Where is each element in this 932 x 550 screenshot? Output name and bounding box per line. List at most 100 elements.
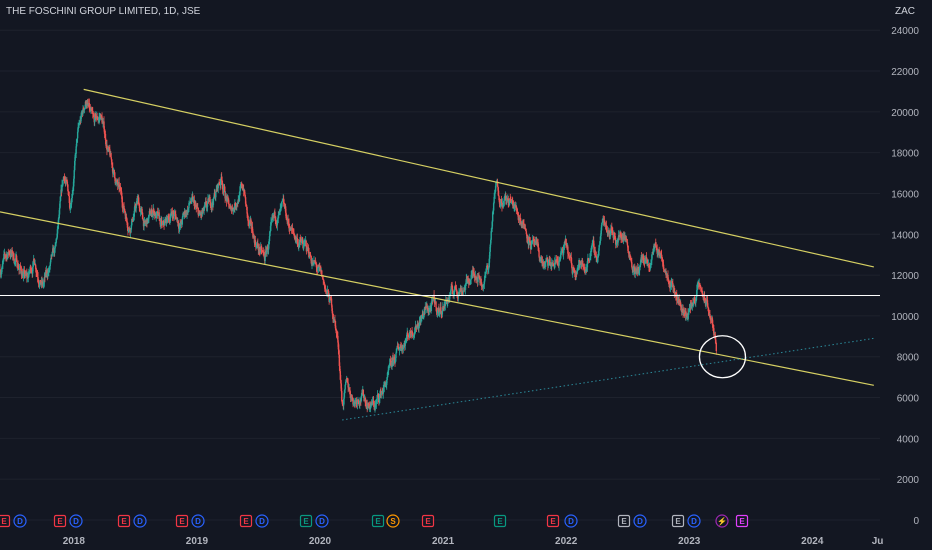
time-axis[interactable]: 2018 2019 2020 2021 2022 2023 2024 Ju bbox=[63, 536, 884, 547]
candle bbox=[4, 254, 7, 258]
candle bbox=[577, 266, 579, 270]
earnings-marker[interactable]: E bbox=[671, 514, 685, 528]
candle bbox=[293, 228, 295, 234]
dividend-marker[interactable]: D bbox=[633, 514, 647, 528]
dividend-marker[interactable]: D bbox=[315, 514, 329, 528]
candle bbox=[309, 251, 311, 257]
candle bbox=[571, 257, 573, 270]
upper-channel-line[interactable] bbox=[83, 88, 874, 268]
candle bbox=[487, 269, 489, 273]
candle bbox=[275, 220, 278, 228]
candle bbox=[228, 203, 231, 209]
candle bbox=[591, 244, 593, 252]
lower-channel-line[interactable] bbox=[0, 211, 874, 386]
candle bbox=[69, 198, 71, 211]
candle bbox=[91, 106, 93, 113]
candle bbox=[660, 249, 663, 262]
highlight-circle[interactable] bbox=[698, 335, 747, 379]
price-axis[interactable]: 2400022000200001800016000140001200010000… bbox=[891, 26, 919, 527]
candle bbox=[234, 199, 236, 213]
earnings-marker[interactable]: E bbox=[239, 514, 253, 528]
dividend-marker[interactable]: D bbox=[69, 514, 83, 528]
candle bbox=[503, 195, 506, 206]
candle bbox=[453, 290, 455, 300]
candle bbox=[462, 290, 465, 296]
drawings-layer bbox=[0, 88, 880, 421]
earnings-marker[interactable]: E bbox=[546, 514, 560, 528]
candle bbox=[588, 259, 591, 263]
earnings-marker[interactable]: E bbox=[617, 514, 631, 528]
dotted-trend-line[interactable] bbox=[342, 337, 874, 421]
earnings-marker[interactable]: E bbox=[299, 514, 313, 528]
earnings-marker-label: E bbox=[675, 517, 681, 526]
candle bbox=[634, 263, 636, 278]
earnings-marker-label: E bbox=[425, 517, 431, 526]
candle bbox=[287, 214, 289, 226]
candle bbox=[115, 178, 117, 187]
earnings-marker[interactable]: E bbox=[0, 514, 11, 528]
candle bbox=[67, 189, 70, 197]
chart-title: THE FOSCHINI GROUP LIMITED, 1D, JSE bbox=[6, 6, 201, 17]
candle bbox=[655, 238, 657, 247]
dividend-marker[interactable]: D bbox=[133, 514, 147, 528]
x-tick-label-4: 2022 bbox=[555, 536, 578, 547]
earnings-marker[interactable]: E bbox=[421, 514, 435, 528]
dividend-marker-label: D bbox=[137, 517, 143, 526]
candle bbox=[94, 116, 96, 127]
dividend-marker[interactable]: D bbox=[564, 514, 578, 528]
candle bbox=[358, 401, 360, 406]
earnings-marker[interactable]: E bbox=[371, 514, 385, 528]
candle bbox=[35, 266, 37, 278]
candle bbox=[341, 400, 343, 406]
x-tick-label-5: 2023 bbox=[678, 536, 701, 547]
x-tick-label-6: 2024 bbox=[801, 536, 824, 547]
candle bbox=[87, 98, 89, 109]
dividend-marker[interactable]: D bbox=[255, 514, 269, 528]
candle bbox=[359, 397, 361, 410]
candle bbox=[281, 201, 283, 209]
candle bbox=[316, 264, 318, 276]
earnings-marker[interactable]: E bbox=[117, 514, 131, 528]
candle bbox=[385, 382, 387, 388]
candle bbox=[389, 355, 392, 366]
candle bbox=[505, 192, 507, 205]
dividend-marker[interactable]: D bbox=[13, 514, 27, 528]
candle bbox=[512, 200, 515, 209]
dividend-marker[interactable]: D bbox=[191, 514, 205, 528]
candle bbox=[149, 207, 151, 215]
candle bbox=[386, 371, 389, 378]
candle bbox=[635, 265, 637, 274]
candle bbox=[678, 294, 680, 307]
candle bbox=[61, 179, 63, 193]
candle bbox=[420, 315, 422, 326]
candle bbox=[123, 202, 125, 210]
dividend-marker[interactable]: D bbox=[687, 514, 701, 528]
candle bbox=[408, 329, 411, 339]
candle bbox=[336, 330, 338, 339]
earnings-marker[interactable]: E bbox=[493, 514, 507, 528]
candle bbox=[588, 258, 590, 262]
y-tick-label-12: 0 bbox=[913, 516, 919, 527]
candle bbox=[631, 257, 633, 269]
candle bbox=[426, 303, 428, 311]
candle bbox=[91, 106, 93, 114]
split-marker[interactable]: S bbox=[386, 514, 400, 528]
candle bbox=[148, 214, 150, 223]
candle bbox=[43, 272, 46, 287]
candle bbox=[255, 242, 258, 250]
candle bbox=[215, 185, 218, 192]
candle bbox=[422, 311, 424, 319]
earnings-marker[interactable]: E bbox=[735, 514, 749, 528]
earnings-marker[interactable]: E bbox=[175, 514, 189, 528]
candle bbox=[32, 260, 34, 272]
candle bbox=[497, 187, 500, 197]
candle bbox=[170, 208, 172, 218]
candle bbox=[376, 390, 379, 404]
news-marker[interactable]: ⚡ bbox=[715, 514, 729, 528]
candle bbox=[401, 345, 403, 354]
x-tick-label-3: 2021 bbox=[432, 536, 455, 547]
candle bbox=[491, 210, 494, 227]
earnings-marker[interactable]: E bbox=[53, 514, 67, 528]
candle bbox=[313, 259, 316, 264]
